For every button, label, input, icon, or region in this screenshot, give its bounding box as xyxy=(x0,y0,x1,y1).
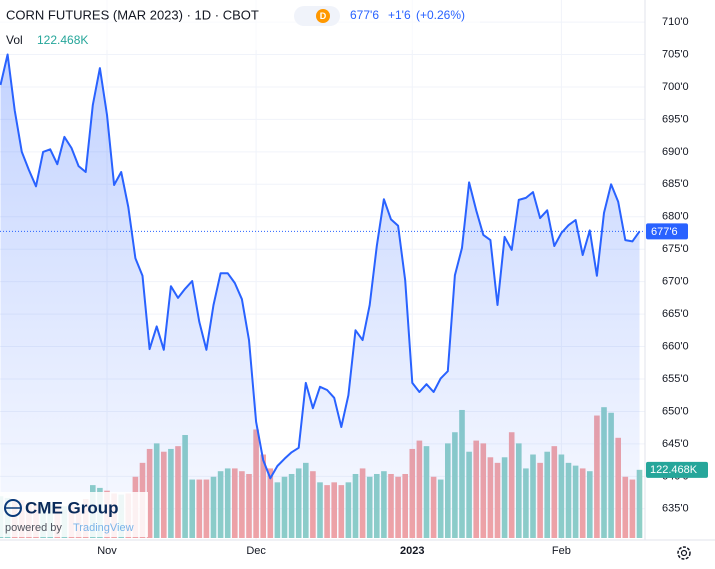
badge-text: D xyxy=(320,11,327,21)
header-bg xyxy=(0,0,480,50)
price-line xyxy=(0,53,641,480)
y-tick-label: 705'0 xyxy=(662,48,689,60)
y-tick-label: 670'0 xyxy=(662,276,689,288)
y-tick-label: 655'0 xyxy=(662,373,689,385)
header-change-pct: (+0.26%) xyxy=(416,8,465,22)
logo-powered: powered by xyxy=(5,522,62,534)
vol-value: 122.468K xyxy=(37,33,88,47)
y-tick-label: 665'0 xyxy=(662,308,689,320)
header-change: +1'6 xyxy=(388,8,411,22)
y-tick-label: 680'0 xyxy=(662,211,689,223)
logo-platform: TradingView xyxy=(73,522,134,534)
price-area xyxy=(0,54,640,538)
y-tick-label: 650'0 xyxy=(662,405,689,417)
y-tick-label: 685'0 xyxy=(662,178,689,190)
badge[interactable] xyxy=(316,9,330,23)
last-price-box xyxy=(646,223,688,240)
y-tick-label: 695'0 xyxy=(662,113,689,125)
last-volume-box xyxy=(646,461,708,478)
chart-title: CORN FUTURES (MAR 2023) · 1D · CBOT xyxy=(6,7,259,22)
settings-icon[interactable] xyxy=(677,546,691,560)
x-tick-label: Feb xyxy=(552,545,571,557)
vol-label: Vol xyxy=(6,33,23,47)
y-tick-label: 690'0 xyxy=(662,146,689,158)
last-volume-label: 122.468K xyxy=(650,464,698,476)
header-price: 677'6 xyxy=(350,8,379,22)
logo-bg xyxy=(0,492,148,537)
axes: 635'0640'0645'0650'0655'0660'0665'0670'0… xyxy=(0,0,715,557)
y-tick-label: 710'0 xyxy=(662,16,689,28)
y-tick-label: 675'0 xyxy=(662,243,689,255)
y-tick-label: 660'0 xyxy=(662,340,689,352)
y-tick-label: 700'0 xyxy=(662,81,689,93)
x-tick-label: Nov xyxy=(97,545,117,557)
x-tick-label: 2023 xyxy=(400,545,424,557)
x-tick-label: Dec xyxy=(246,545,266,557)
logo-brand: CME Group xyxy=(25,498,119,517)
last-price-label: 677'6 xyxy=(651,226,678,238)
y-tick-label: 645'0 xyxy=(662,438,689,450)
plot xyxy=(0,53,645,538)
y-tick-label: 635'0 xyxy=(662,503,689,515)
